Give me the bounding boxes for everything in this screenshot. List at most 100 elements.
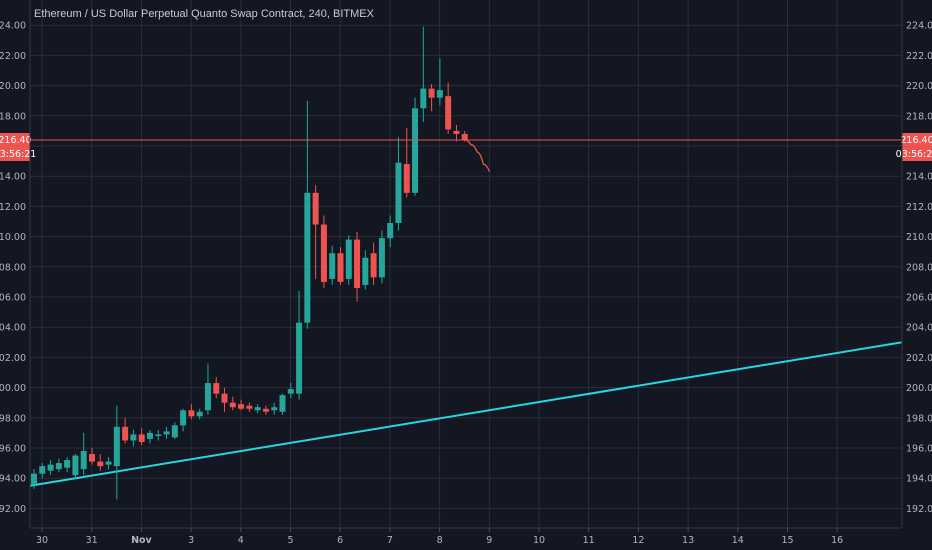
candle-body[interactable]	[188, 410, 195, 417]
candle-body[interactable]	[428, 88, 435, 98]
candle-body[interactable]	[196, 411, 203, 417]
candle-body[interactable]	[279, 395, 286, 412]
x-tick-label: 9	[486, 535, 492, 546]
x-tick-label: 11	[583, 535, 595, 546]
x-tick-label: 16	[831, 535, 843, 546]
y-tick-left: 206.00	[0, 293, 26, 304]
countdown-badge-left: 03:56:21	[0, 149, 36, 160]
candle-body[interactable]	[296, 322, 303, 394]
candle-body[interactable]	[436, 90, 443, 98]
candle-body[interactable]	[105, 461, 112, 465]
candle-body[interactable]	[88, 454, 95, 462]
x-tick-label: 31	[86, 535, 98, 546]
candle-body[interactable]	[420, 88, 427, 109]
candle-body[interactable]	[320, 224, 327, 282]
candle-body[interactable]	[204, 383, 211, 411]
candle-body[interactable]	[213, 383, 220, 394]
candle-body[interactable]	[171, 425, 178, 438]
y-tick-left: 212.00	[0, 202, 26, 213]
candle-body[interactable]	[238, 404, 245, 409]
candle-body[interactable]	[345, 239, 352, 279]
candle-body[interactable]	[163, 431, 170, 435]
candle-body[interactable]	[72, 455, 79, 476]
candle-body[interactable]	[55, 463, 62, 470]
candle-body[interactable]	[39, 466, 46, 474]
candle-body[interactable]	[445, 96, 452, 130]
y-tick-right: 222.00	[906, 51, 932, 62]
candle-body[interactable]	[113, 426, 120, 467]
x-tick-label: 10	[533, 535, 545, 546]
y-tick-right: 206.00	[906, 293, 932, 304]
y-tick-left: 214.00	[0, 172, 26, 183]
trendline-layer	[29, 341, 903, 487]
candle-body[interactable]	[370, 253, 377, 278]
candle-body[interactable]	[64, 460, 71, 468]
x-tick-label: 7	[387, 535, 393, 546]
y-tick-right: 224.00	[906, 21, 932, 32]
candle-body[interactable]	[412, 108, 419, 193]
x-tick-label: 5	[287, 535, 293, 546]
x-tick-label: 6	[337, 535, 343, 546]
candle-body[interactable]	[337, 253, 344, 282]
price-line-layer: 216.40 03:56:21 216.40 03:56:21	[0, 132, 932, 172]
y-tick-right: 194.00	[906, 474, 932, 485]
candle-body[interactable]	[287, 389, 294, 394]
candle-body[interactable]	[403, 164, 410, 193]
x-tick-label: Nov	[131, 535, 152, 546]
candle-body[interactable]	[122, 426, 129, 441]
y-tick-left: 204.00	[0, 323, 26, 334]
candle-body[interactable]	[271, 407, 278, 411]
x-tick-label: 30	[36, 535, 48, 546]
candle-body[interactable]	[130, 434, 137, 441]
candle-body[interactable]	[31, 473, 37, 485]
x-tick-label: 3	[188, 535, 194, 546]
y-tick-right: 212.00	[906, 202, 932, 213]
candle-body[interactable]	[304, 192, 311, 323]
grid-lines	[30, 0, 902, 532]
x-axis: 30 31 Nov 3 4 5 6 7 8 9 10 11 12 13 14 15 16	[36, 535, 843, 546]
y-tick-right: 196.00	[906, 444, 932, 455]
candle-body[interactable]	[47, 464, 54, 471]
candle-body[interactable]	[453, 130, 460, 134]
y-tick-right: 204.00	[906, 323, 932, 334]
candle-body[interactable]	[354, 239, 361, 288]
x-tick-label: 13	[682, 535, 694, 546]
countdown-badge-right: 03:56:21	[896, 149, 932, 160]
y-tick-left: 224.00	[0, 21, 26, 32]
candles-layer	[31, 26, 468, 500]
candle-body[interactable]	[229, 402, 236, 408]
candle-body[interactable]	[312, 192, 319, 225]
candle-body[interactable]	[97, 461, 104, 467]
candle-body[interactable]	[146, 432, 153, 439]
candle-body[interactable]	[180, 410, 187, 426]
candle-body[interactable]	[80, 451, 87, 470]
y-tick-left: 222.00	[0, 51, 26, 62]
candle-body[interactable]	[362, 257, 369, 285]
x-tick-label: 15	[781, 535, 793, 546]
price-badge-right-bg	[902, 132, 932, 147]
candle-body[interactable]	[221, 393, 228, 403]
y-tick-left: 202.00	[0, 353, 26, 364]
candle-body[interactable]	[329, 253, 336, 279]
candle-body[interactable]	[461, 133, 468, 140]
y-tick-left: 194.00	[0, 474, 26, 485]
x-tick-label: 14	[732, 535, 744, 546]
y-tick-right: 200.00	[906, 383, 932, 394]
trendline[interactable]	[29, 341, 903, 487]
candle-body[interactable]	[387, 223, 394, 239]
chart-title: Ethereum / US Dollar Perpetual Quanto Sw…	[34, 8, 374, 20]
candle-body[interactable]	[138, 434, 145, 442]
y-tick-right: 202.00	[906, 353, 932, 364]
candle-body[interactable]	[155, 434, 162, 436]
candle-body[interactable]	[262, 408, 269, 412]
candle-body[interactable]	[395, 162, 402, 224]
candle-body[interactable]	[378, 238, 385, 278]
price-badge-left-bg	[0, 132, 30, 147]
y-tick-right: 192.00	[906, 504, 932, 515]
candle-body[interactable]	[246, 405, 253, 409]
candle-body[interactable]	[254, 407, 261, 411]
countdown-badge-right-bg	[902, 146, 932, 161]
y-tick-left: 208.00	[0, 262, 26, 273]
